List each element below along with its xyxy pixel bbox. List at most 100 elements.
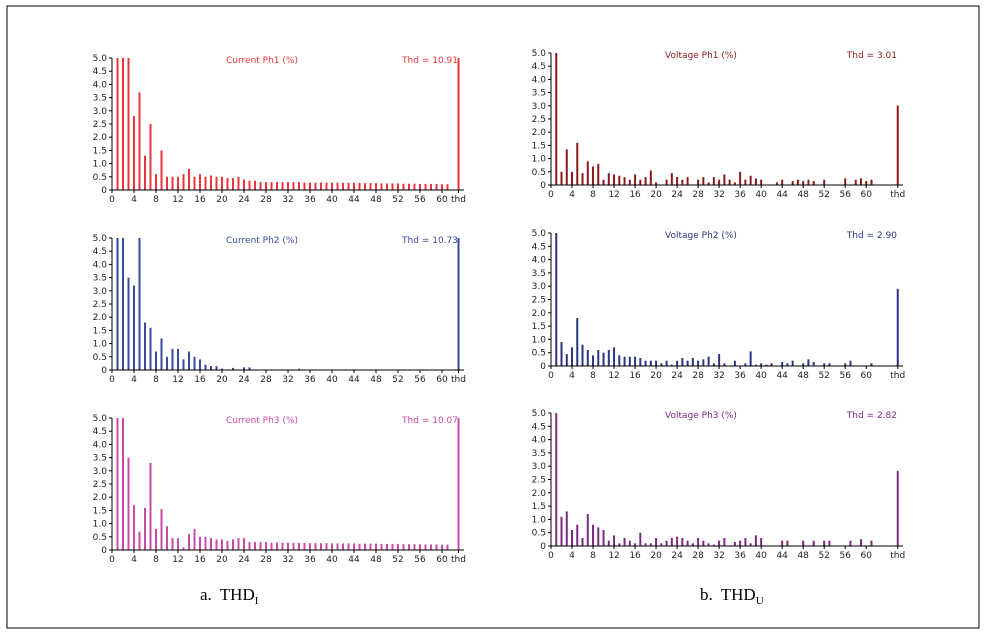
x-tick-label: 56 [839, 371, 851, 381]
y-tick-label: 0.5 [532, 529, 546, 539]
bar [676, 360, 679, 366]
bar [670, 364, 673, 366]
bar [760, 538, 763, 546]
y-tick-label: 5.0 [532, 409, 547, 419]
x-tick-label: 60 [860, 190, 872, 200]
y-tick-label: 0 [101, 546, 107, 556]
bar [226, 178, 229, 190]
x-tick-label: 12 [172, 195, 183, 205]
bar [749, 175, 752, 185]
y-tick-label: 1.5 [93, 506, 107, 516]
bar [298, 182, 300, 190]
y-tick-label: 4.0 [93, 440, 108, 450]
x-tick-label: 60 [436, 195, 448, 205]
x-tick-label: 20 [216, 195, 228, 205]
y-tick-label: 3.5 [532, 269, 546, 279]
x-tick-label: 40 [326, 195, 338, 205]
x-tick-label: 48 [797, 551, 809, 561]
bar [581, 173, 584, 185]
x-tick-label: 0 [109, 195, 115, 205]
bar [618, 543, 621, 546]
caption-subscript: U [756, 595, 764, 607]
y-tick-label: 4.5 [93, 427, 107, 437]
bar [127, 277, 130, 370]
x-tick-label: 36 [734, 190, 746, 200]
bar [199, 359, 201, 370]
bar [670, 173, 673, 185]
bar [171, 348, 174, 370]
bar [419, 183, 421, 190]
bar [166, 356, 168, 370]
bar [823, 363, 826, 366]
bar [210, 538, 212, 550]
bar [739, 171, 742, 185]
bar [707, 182, 710, 185]
bar [336, 182, 339, 190]
bar [160, 509, 163, 550]
bar [265, 542, 267, 550]
bar [243, 179, 245, 190]
bar [812, 181, 815, 185]
y-tick-label: 3.0 [532, 102, 547, 112]
bar [597, 163, 600, 185]
bar [430, 544, 432, 550]
y-tick-label: 1.0 [93, 160, 108, 170]
bar [665, 540, 668, 546]
bar [681, 179, 684, 185]
bar [402, 183, 405, 190]
x-tick-label: 56 [839, 190, 851, 200]
bar [639, 179, 642, 185]
bar [177, 538, 179, 550]
x-tick-label: 52 [818, 371, 829, 381]
bar [248, 542, 251, 550]
bar [336, 543, 339, 550]
x-tick-label: 52 [392, 555, 403, 565]
bar [408, 183, 410, 190]
bar [555, 413, 558, 546]
x-tick-label: 44 [348, 195, 360, 205]
x-tick-label: 16 [629, 551, 641, 561]
bar [347, 182, 350, 190]
bar [723, 174, 726, 185]
thd-label: Thd = 2.90 [846, 231, 897, 241]
bar [859, 539, 862, 546]
bar [823, 179, 826, 185]
y-tick-label: 3.5 [93, 94, 107, 104]
caption-label: a. [200, 585, 212, 604]
plot [555, 233, 899, 366]
bar [712, 544, 715, 546]
x-tick-label: 0 [109, 555, 115, 565]
bar [828, 540, 831, 546]
bar [276, 542, 278, 550]
bar [353, 182, 355, 190]
caption-label: b. [700, 585, 713, 604]
bar [676, 536, 679, 546]
y-tick-label: 1.5 [532, 502, 546, 512]
bar [597, 527, 600, 546]
bar [628, 179, 631, 185]
bar [586, 161, 589, 185]
x-tick-label: 12 [172, 555, 183, 565]
bar [618, 175, 621, 185]
bar [441, 184, 443, 190]
bar [581, 344, 584, 366]
bar [749, 351, 752, 366]
bar [844, 178, 847, 185]
x-tick-label: 48 [370, 555, 382, 565]
y-tick-label: 4.5 [532, 242, 546, 252]
thd-bar [896, 105, 899, 185]
bar [796, 179, 799, 185]
bar [155, 351, 157, 370]
bar [177, 348, 179, 370]
thd-label: Thd = 10.73 [401, 236, 458, 246]
bar [188, 534, 190, 550]
y-tick-label: 5.0 [93, 54, 108, 64]
bar [870, 540, 873, 546]
y-tick-label: 5.0 [532, 49, 547, 59]
bar [571, 347, 574, 366]
bar [182, 547, 185, 550]
bar [133, 116, 135, 190]
bar [592, 524, 595, 546]
x-tick-label: thd [451, 195, 466, 205]
